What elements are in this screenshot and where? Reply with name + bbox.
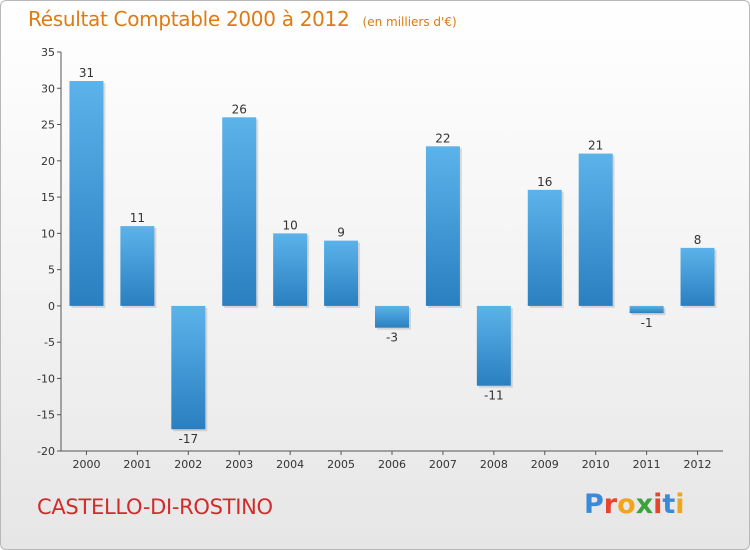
title-row: Résultat Comptable 2000 à 2012 (en milli… bbox=[28, 7, 457, 31]
data-label-2008: -11 bbox=[484, 389, 504, 403]
x-tick-label: 2002 bbox=[174, 458, 202, 471]
proxiti-logo[interactable]: Proxiti bbox=[584, 489, 685, 520]
bar-2004[interactable] bbox=[273, 233, 308, 306]
x-tick-label: 2008 bbox=[480, 458, 508, 471]
x-tick-label: 2007 bbox=[429, 458, 457, 471]
data-label-2011: -1 bbox=[641, 316, 653, 330]
data-label-2012: 8 bbox=[694, 233, 702, 247]
data-label-2009: 16 bbox=[537, 175, 552, 189]
chart-labels: 31 11 -17 26 10 9 -3 22 -11 16 21 -1 8 bbox=[79, 66, 702, 446]
x-tick-label: 2003 bbox=[225, 458, 253, 471]
chart-axes: -20 -15 -10 -5 0 5 10 15 20 25 30 35 2000 2001 2002 200… bbox=[37, 46, 723, 471]
y-tick-label: -15 bbox=[37, 409, 55, 422]
logo-letter: o bbox=[617, 489, 636, 520]
logo-letter: i bbox=[675, 489, 685, 520]
y-tick-label: 5 bbox=[48, 264, 55, 277]
bar-2005[interactable] bbox=[324, 240, 359, 306]
data-label-2005: 9 bbox=[337, 226, 345, 240]
data-label-2001: 11 bbox=[130, 211, 145, 225]
chart-subtitle: (en milliers d'€) bbox=[362, 15, 457, 29]
bar-2010[interactable] bbox=[578, 153, 613, 306]
chart-bars bbox=[69, 81, 717, 432]
bar-2006[interactable] bbox=[375, 305, 409, 328]
bar-2009[interactable] bbox=[527, 189, 562, 306]
x-tick-label: 2001 bbox=[123, 458, 151, 471]
logo-letter: x bbox=[635, 489, 654, 520]
x-tick-label: 2011 bbox=[633, 458, 661, 471]
logo-letter: i bbox=[653, 489, 663, 520]
bar-2001[interactable] bbox=[120, 226, 155, 306]
data-label-2003: 26 bbox=[232, 102, 247, 116]
logo-letter: P bbox=[584, 489, 604, 520]
x-tick-label: 2000 bbox=[72, 458, 100, 471]
data-label-2004: 10 bbox=[283, 218, 298, 232]
bar-2008[interactable] bbox=[476, 305, 511, 386]
bar-2003[interactable] bbox=[222, 117, 257, 306]
y-tick-label: -10 bbox=[37, 372, 55, 385]
x-tick-label: 2012 bbox=[684, 458, 712, 471]
logo-letter: r bbox=[603, 489, 618, 520]
bar-2007[interactable] bbox=[425, 146, 460, 306]
y-tick-label: 25 bbox=[41, 119, 55, 132]
x-tick-label: 2009 bbox=[531, 458, 559, 471]
data-label-2010: 21 bbox=[588, 139, 603, 153]
x-tick-label: 2005 bbox=[327, 458, 355, 471]
y-tick-label: -20 bbox=[37, 445, 55, 458]
y-tick-label: 30 bbox=[41, 82, 55, 95]
logo-letter: t bbox=[662, 489, 676, 520]
y-tick-label: -5 bbox=[44, 336, 55, 349]
bar-2000[interactable] bbox=[69, 81, 104, 306]
data-label-2006: -3 bbox=[386, 331, 398, 345]
bar-2011[interactable] bbox=[629, 305, 664, 314]
bar-2002[interactable] bbox=[171, 305, 206, 430]
y-tick-label: 20 bbox=[41, 155, 55, 168]
y-tick-label: 10 bbox=[41, 227, 55, 240]
x-tick-label: 2004 bbox=[276, 458, 304, 471]
chart-title: Résultat Comptable 2000 à 2012 bbox=[28, 7, 350, 31]
x-tick-label: 2006 bbox=[378, 458, 406, 471]
bar-2012[interactable] bbox=[680, 247, 715, 306]
data-label-2007: 22 bbox=[435, 131, 450, 145]
data-label-2002: -17 bbox=[179, 432, 199, 446]
x-tick-label: 2010 bbox=[582, 458, 610, 471]
y-tick-label: 35 bbox=[41, 46, 55, 59]
data-label-2000: 31 bbox=[79, 66, 94, 80]
y-tick-label: 0 bbox=[48, 300, 55, 313]
y-tick-label: 15 bbox=[41, 191, 55, 204]
city-name: CASTELLO-DI-ROSTINO bbox=[37, 495, 273, 519]
